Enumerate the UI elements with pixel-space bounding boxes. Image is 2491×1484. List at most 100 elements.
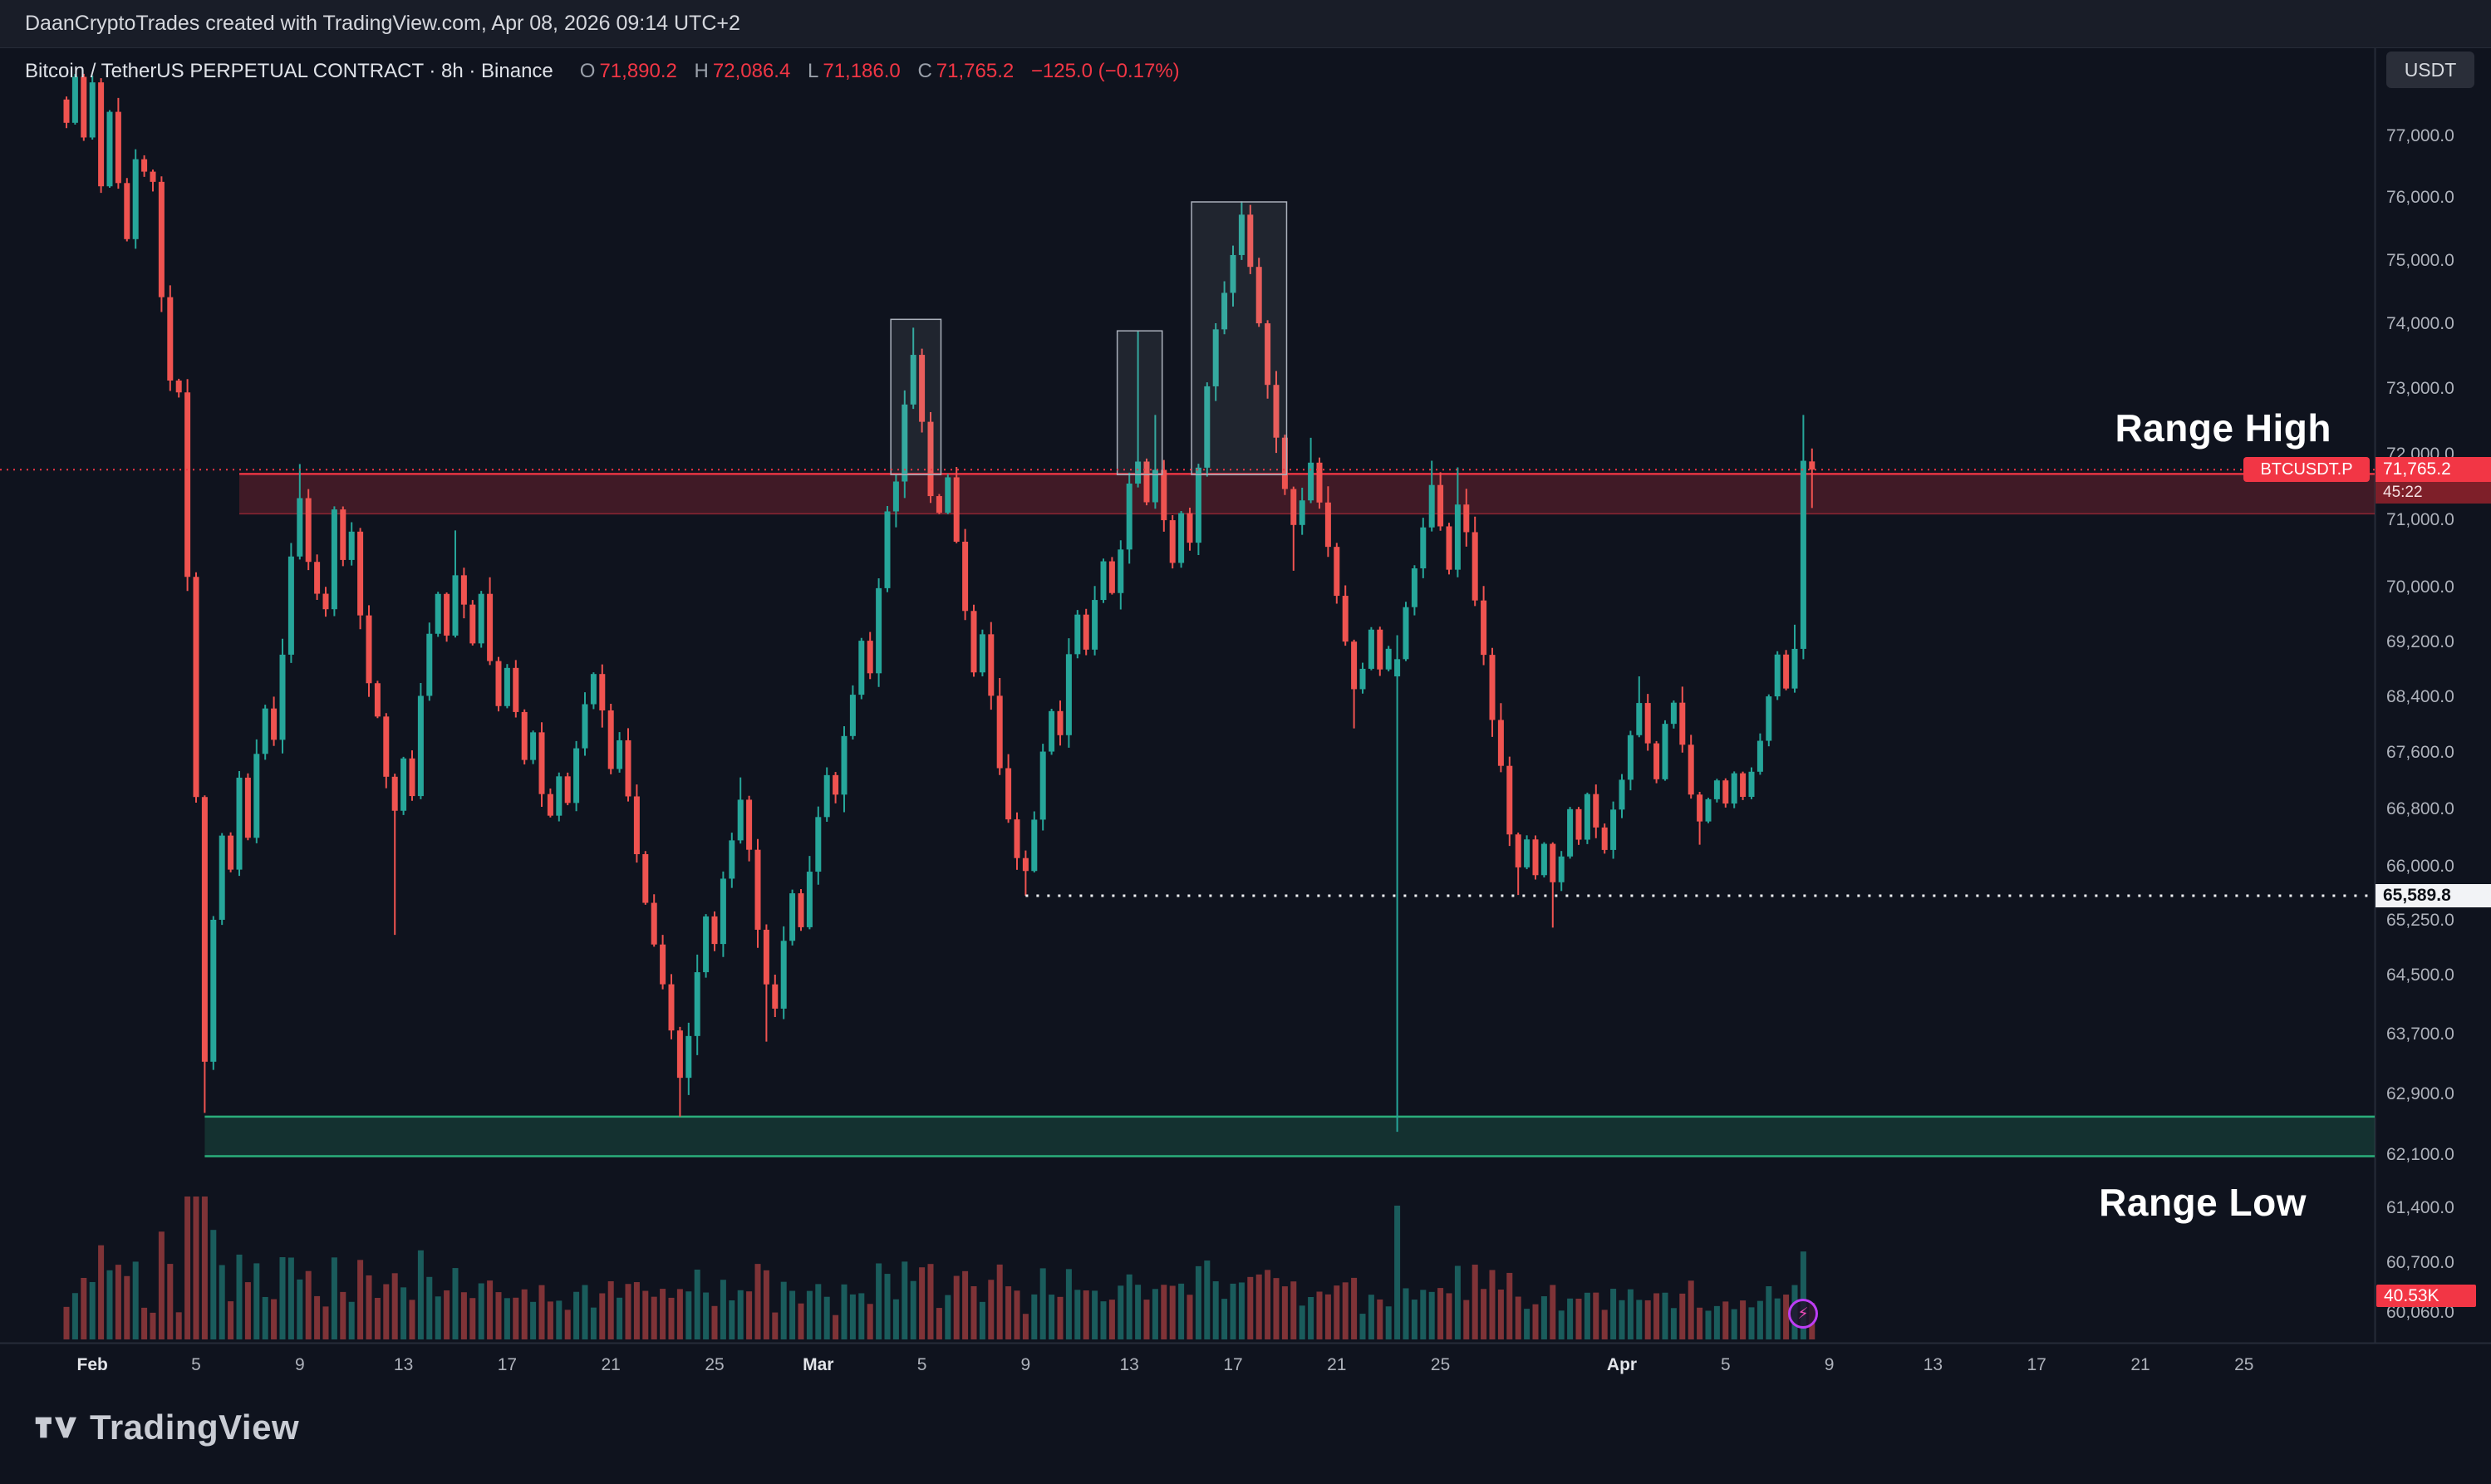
candle-body [504,667,510,706]
volume-bar [754,1264,761,1339]
volume-bar [1446,1293,1452,1339]
candle-body [1705,799,1712,822]
candle-body [1575,808,1582,840]
candle-body [556,776,563,816]
price-scale[interactable]: 77,000.0 76,000.0 75,000.0 74,000.0 73,000.0… [2386,0,2491,1484]
volume-bar [210,1230,217,1339]
volume-bar [219,1265,225,1339]
volume-bar [1653,1293,1660,1339]
volume-bar [1238,1282,1245,1339]
volume-bar [1083,1290,1089,1339]
candle-body [89,82,96,138]
volume-bar [1092,1290,1098,1339]
candle-body [1403,607,1409,660]
candle-body [1800,460,1806,649]
volume-bar [1411,1300,1417,1339]
candle-body [1550,843,1556,882]
volume-bar [1783,1295,1790,1339]
highlight-box[interactable] [890,318,942,475]
candle-body [1221,292,1228,330]
range-low-label[interactable]: Range Low [2099,1181,2307,1224]
symbol-title[interactable]: Bitcoin / TetherUS PERPETUAL CONTRACT · … [25,60,553,82]
price-axis-label: 60,060.0 [2386,1303,2454,1322]
candle-body [910,355,916,405]
candle-body [201,797,208,1062]
candle-body [1601,827,1608,850]
candle-body [1489,655,1496,720]
candle-body [1756,740,1763,772]
highlight-box[interactable] [1191,201,1288,475]
volume-bar [642,1290,649,1339]
candle-body [115,111,121,184]
volume-bar [1428,1291,1435,1339]
candle-body [1126,483,1132,550]
price-axis-label: 65,250.0 [2386,910,2454,930]
range-low-zone[interactable] [204,1116,2376,1157]
candle-body [1497,720,1504,766]
volume-bar [1481,1289,1487,1339]
candle-body [1049,710,1055,752]
volume-bar [1212,1281,1219,1339]
time-scale[interactable]: Feb 5 9 13 17 21 25 Mar 5 9 13 17 21 25 Apr 5 9 13 17 21 25 [0,1344,2375,1382]
volume-bar [1022,1314,1029,1339]
volume-bar [1221,1299,1228,1339]
candle-body [1238,214,1245,255]
volume-bar [1273,1278,1280,1339]
volume-bar [1290,1281,1297,1339]
volume-bar [383,1284,390,1339]
volume-bar [1178,1283,1185,1339]
candle-body [1524,839,1530,867]
volume-bar [1135,1285,1142,1339]
candle-body [331,509,337,610]
candle-body [322,593,329,610]
candle-body [1593,794,1599,828]
volume-bar [1334,1285,1340,1339]
candle-body [1031,819,1038,872]
candle-body [1065,654,1072,735]
candle-body [1247,214,1254,268]
candle-body [1653,743,1660,779]
price-axis-label: 64,500.0 [2386,965,2454,985]
volume-bar [1670,1308,1677,1339]
volume-bar [487,1280,494,1339]
candle-body [1187,513,1193,543]
volume-bar [694,1270,700,1339]
volume-bar [1774,1298,1781,1339]
price-axis-label: 68,400.0 [2386,686,2454,706]
range-high-zone[interactable] [239,474,2375,514]
volume-bar [1722,1301,1729,1339]
footer-brand[interactable]: TradingView [33,1408,299,1447]
volume-bar [262,1296,268,1339]
lightning-boost-icon[interactable]: ⚡ [1788,1299,1818,1329]
candle-body [590,674,597,705]
candle-body [1212,329,1219,386]
volume-bar [1005,1286,1012,1339]
volume-bar [1540,1296,1547,1339]
candle-body [460,575,467,605]
candle-body [979,634,985,673]
candle-body [780,941,787,1009]
range-high-label[interactable]: Range High [2115,406,2331,450]
highlight-box[interactable] [1116,330,1163,475]
candle-body [400,758,407,811]
candle-body [1359,668,1366,690]
candle-body [469,604,476,644]
volume-bar [193,1197,199,1339]
candle-body [1230,254,1236,293]
candle-body [1074,614,1081,655]
time-axis-label: 9 [1824,1355,1835,1374]
volume-bar [469,1298,476,1339]
ohlc-readout: O 71,890.2 H 72,086.4 L 71,186.0 C 71,765.2 … [568,60,1180,83]
candle-body [833,774,839,795]
candle-body [1135,461,1142,484]
candle-body [1316,462,1323,503]
volume-bar [1074,1290,1081,1339]
volume-bar [444,1290,450,1339]
price-axis-label: 77,000.0 [2386,126,2454,145]
candle-body [988,634,995,696]
volume-bar [1342,1282,1349,1339]
candle-body [1299,500,1305,525]
currency-toggle-button[interactable]: USDT [2386,52,2474,88]
candle-body [902,404,908,482]
